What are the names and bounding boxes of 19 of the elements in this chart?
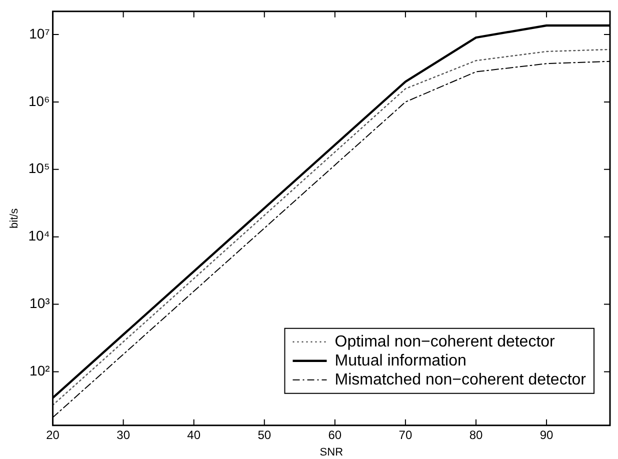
x-tick-label: 50: [258, 428, 272, 442]
x-tick-label: 20: [46, 428, 60, 442]
y-tick-label: 10²: [30, 362, 50, 379]
legend-label: Optimal non−coherent detector: [334, 333, 556, 350]
y-tick-label: 10⁵: [28, 160, 50, 176]
legend-label: Mismatched non−coherent detector: [334, 371, 587, 388]
x-tick-label: 60: [328, 428, 342, 442]
x-tick-label: 30: [116, 428, 130, 442]
y-tick-label: 10⁷: [29, 25, 50, 42]
x-axis-title: SNR: [320, 446, 344, 458]
y-axis-title: bit/s: [8, 208, 21, 228]
x-tick-label: 70: [398, 428, 412, 442]
y-tick-label: 10⁶: [28, 92, 50, 109]
legend-label: Mutual information: [334, 352, 466, 370]
x-tick-label: 80: [469, 428, 483, 442]
y-tick-label: 10⁴: [28, 228, 50, 244]
y-tick-label: 10³: [30, 295, 50, 312]
x-tick-label: 90: [540, 428, 554, 442]
x-tick-label: 40: [187, 428, 201, 442]
